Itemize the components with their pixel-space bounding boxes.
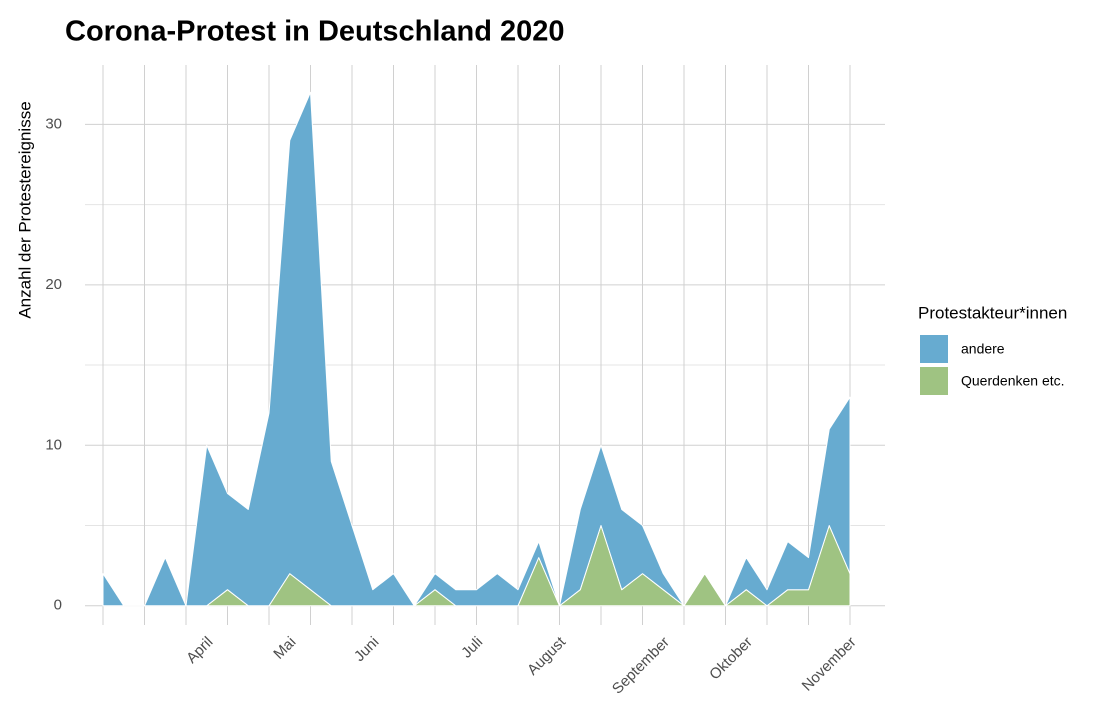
legend-label: andere xyxy=(961,341,1005,357)
y-axis-label: Anzahl der Protestereignisse xyxy=(15,101,34,318)
areas xyxy=(102,91,851,607)
y-tick-label: 20 xyxy=(45,276,62,293)
y-tick-label: 30 xyxy=(45,115,62,132)
y-tick-label: 0 xyxy=(54,597,62,614)
labels: 0 10 20 30 April Mai Juni Juli August September Ok… xyxy=(45,115,1064,697)
area xyxy=(102,91,851,607)
chart-title: Corona-Protest in Deutschland 2020 xyxy=(65,16,565,48)
legend-label: Querdenken etc. xyxy=(961,373,1065,389)
x-tick-label: Mai xyxy=(270,634,299,663)
x-tick-label: Juli xyxy=(458,634,486,662)
x-tick-label: August xyxy=(524,633,570,679)
legend-key xyxy=(920,367,948,395)
x-tick-label: April xyxy=(183,634,216,667)
x-tick-label: Oktober xyxy=(706,634,756,684)
legend-title: Protestakteur*innen xyxy=(918,303,1067,322)
legend-key xyxy=(920,335,948,363)
x-tick-label: November xyxy=(799,634,860,695)
x-tick-label: Juni xyxy=(351,634,382,665)
y-tick-label: 10 xyxy=(45,436,62,453)
x-tick-label: September xyxy=(609,634,673,698)
